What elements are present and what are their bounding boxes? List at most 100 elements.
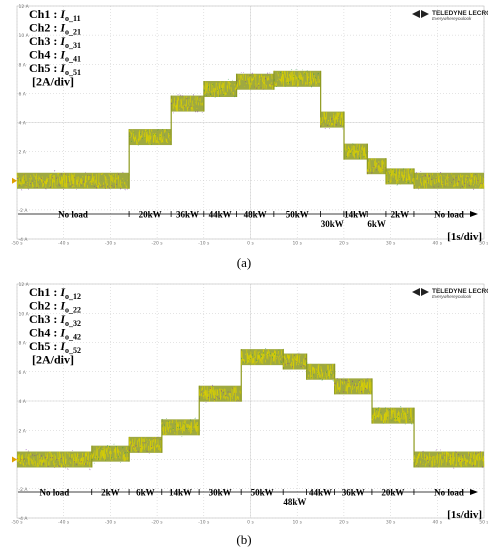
- segment-band: [16, 129, 130, 191]
- segment-transition: [413, 407, 415, 468]
- x-tick-label: -10 s: [198, 241, 210, 247]
- y-tick-label: 6 A: [19, 370, 27, 376]
- segment-label: 30kW: [321, 219, 344, 229]
- channel-label: Ch4 : Io_41: [29, 48, 81, 64]
- y-unit-label: [2A/div]: [32, 353, 74, 367]
- segment-spikes: [161, 417, 198, 437]
- y-tick-label: 10 A: [19, 311, 30, 317]
- y-tick-label: 4 A: [19, 121, 27, 127]
- segment-transition: [161, 419, 163, 453]
- segment-label: No load: [58, 210, 88, 220]
- segment-label: 48kW: [283, 497, 306, 507]
- brand-tagline: Everywhereyoulook: [432, 294, 472, 299]
- segment-band: [413, 171, 485, 190]
- segment-band: [413, 449, 485, 469]
- segment-noise: [236, 73, 275, 90]
- segment-spikes: [343, 143, 367, 160]
- segment-band-base: [171, 95, 204, 112]
- segment-label: 20kW: [381, 488, 404, 498]
- segment-transition: [240, 349, 242, 402]
- brand-name: TELEDYNE LECROY: [432, 10, 488, 17]
- x-tick-label: -20 s: [152, 241, 164, 247]
- y-tick-label: -2 A: [19, 208, 29, 214]
- segment-spikes: [199, 384, 242, 403]
- channel-label: Ch3 : Io_32: [29, 312, 81, 328]
- channel-label: Ch3 : Io_31: [29, 34, 81, 50]
- segment-spikes: [16, 170, 128, 191]
- waveforms: [16, 68, 485, 191]
- brand-tagline: Everywhereyoulook: [432, 16, 472, 21]
- x-tick-label: 50 s: [479, 520, 488, 526]
- x-tick-label: -50 s: [11, 241, 23, 247]
- segment-label: 50kW: [286, 210, 309, 220]
- segment-noise: [198, 385, 242, 402]
- zero-marker: [12, 456, 17, 463]
- channel-label: Ch1 : Io_12: [29, 285, 81, 301]
- x-tick-label: -50 s: [11, 520, 23, 526]
- x-tick-label: -40 s: [58, 241, 70, 247]
- figure-panel-b: 12 A10 A8 A6 A4 A2 A0 A-2 A-4 A-50 s-40 …: [0, 278, 488, 550]
- segment-band: [273, 68, 322, 128]
- teledyne-logo: TELEDYNE LECROYEverywhereyoulook: [412, 10, 488, 21]
- figure-caption: (b): [236, 532, 251, 547]
- segment-transition: [371, 378, 373, 424]
- segment-label: 20kW: [139, 210, 162, 220]
- channel-label: Ch2 : Io_22: [29, 299, 81, 315]
- x-tick-label: 0 s: [247, 520, 254, 526]
- brand-name: TELEDYNE LECROY: [432, 288, 488, 295]
- segment-spikes: [273, 68, 321, 88]
- segment-noise: [16, 451, 93, 468]
- segment-noise: [385, 168, 415, 185]
- y-tick-label: 2 A: [19, 150, 27, 156]
- segment-label: 6kW: [367, 219, 386, 229]
- segment-noise: [170, 95, 204, 112]
- segment-noise: [282, 353, 308, 370]
- y-tick-label: -2 A: [19, 487, 29, 493]
- segment-label: No load: [434, 210, 464, 220]
- segment-band: [128, 95, 172, 146]
- segment-noise: [203, 80, 237, 98]
- segment-band: [128, 419, 163, 454]
- x-tick-label: 20 s: [339, 241, 349, 247]
- segment-spikes: [128, 128, 172, 146]
- time-scale-label: [1s/div]: [447, 509, 482, 521]
- segment-label: 14kW: [169, 488, 192, 498]
- waveforms: [16, 348, 485, 471]
- channel-label: Ch1 : Io_11: [29, 7, 81, 23]
- timeline-arrow-head: [470, 211, 478, 217]
- oscilloscope-chart-a: 12 A10 A8 A6 A4 A2 A0 A-2 A-4 A-50 s-40 …: [11, 4, 488, 270]
- x-tick-label: 30 s: [386, 241, 396, 247]
- segment-noise: [16, 172, 130, 190]
- segment-label: No load: [434, 488, 464, 498]
- y-tick-label: 6 A: [19, 91, 27, 97]
- segment-spikes: [413, 171, 483, 190]
- segment-label: 50kW: [251, 488, 274, 498]
- segment-spikes: [91, 443, 128, 464]
- segment-label: No load: [39, 488, 69, 498]
- segment-noise: [273, 70, 322, 87]
- figure-panel-a: 12 A10 A8 A6 A4 A2 A0 A-2 A-4 A-50 s-40 …: [11, 4, 488, 270]
- channel-label: Ch5 : Io_52: [29, 339, 81, 355]
- segment-label: 36kW: [176, 210, 199, 220]
- segment-noise: [91, 445, 130, 462]
- x-tick-label: 0 s: [247, 241, 254, 247]
- segment-transition: [320, 70, 322, 128]
- segment-label: 48kW: [244, 210, 267, 220]
- segment-band: [334, 378, 373, 424]
- segment-spikes: [16, 448, 91, 471]
- segment-transition: [128, 129, 130, 189]
- segment-noise: [306, 363, 336, 380]
- segment-noise: [128, 129, 172, 146]
- segment-spikes: [413, 449, 483, 469]
- segment-transition: [170, 95, 172, 146]
- segment-noise: [334, 378, 373, 395]
- y-tick-label: 8 A: [19, 62, 27, 68]
- x-tick-label: -30 s: [105, 520, 117, 526]
- segment-label: 2kW: [391, 210, 410, 220]
- y-unit-label: [2A/div]: [32, 75, 74, 89]
- y-tick-label: -4 A: [19, 237, 29, 243]
- y-tick-label: 12 A: [19, 4, 30, 10]
